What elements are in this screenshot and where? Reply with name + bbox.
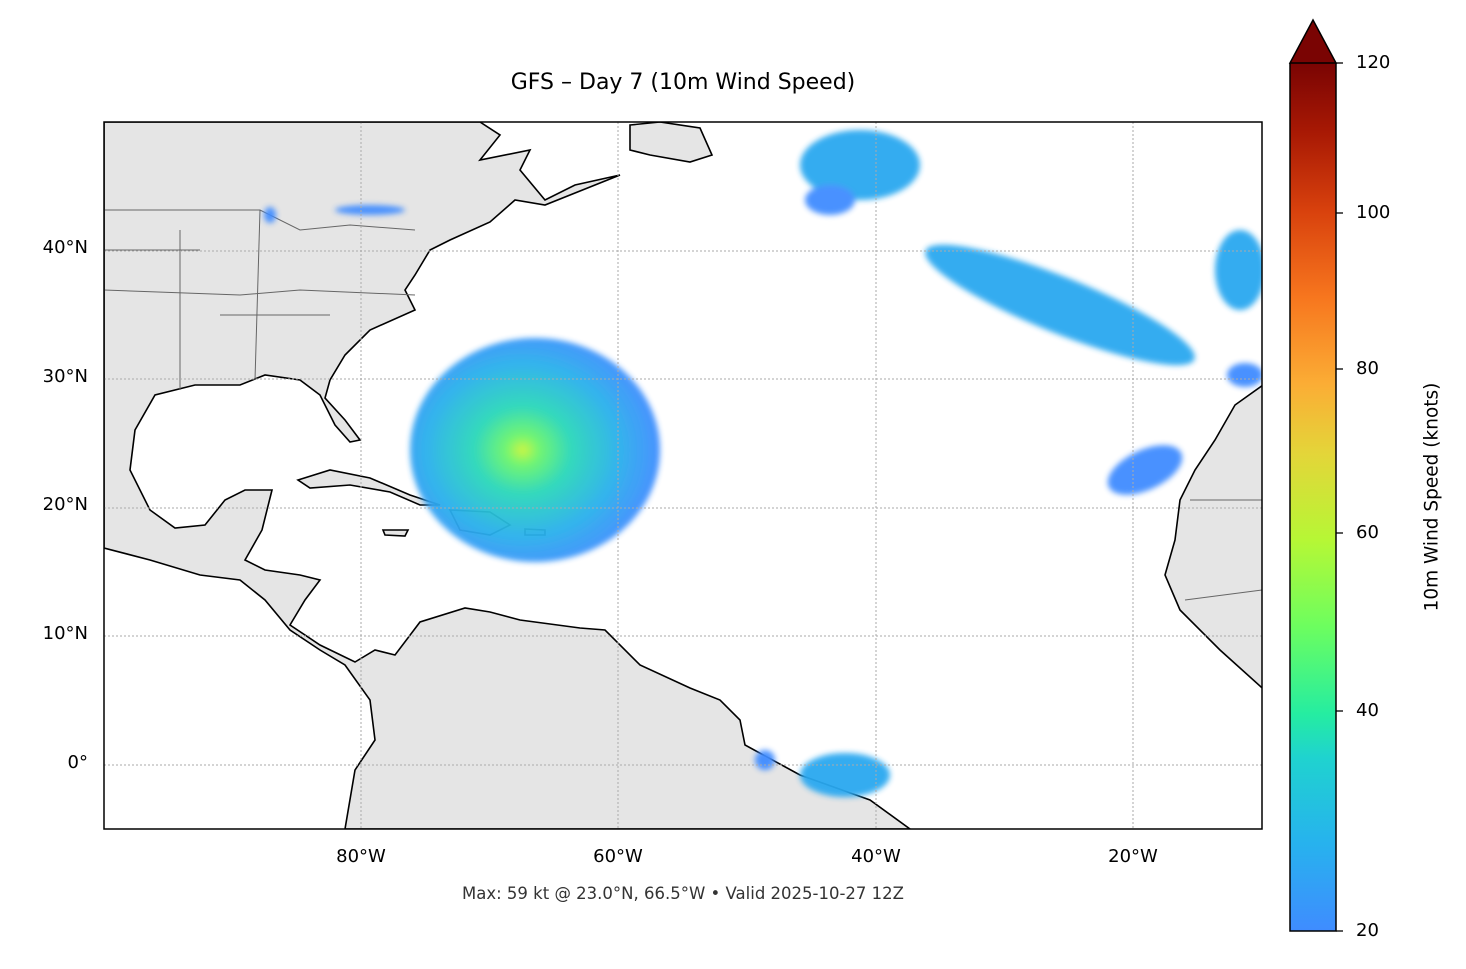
wind-area-north — [800, 130, 920, 200]
wind-area-south — [800, 753, 890, 797]
africa — [1164, 384, 1262, 689]
colorbar-tick-label: 40 — [1356, 700, 1379, 721]
colorbar-extend-arrow — [1288, 18, 1338, 64]
y-tick-label: 30°N — [42, 366, 88, 387]
y-tick-label: 10°N — [42, 623, 88, 644]
y-tick-label: 20°N — [42, 494, 88, 515]
map-frame — [103, 121, 1263, 830]
jamaica — [381, 529, 410, 537]
colorbar-tick-label: 20 — [1356, 920, 1379, 941]
colorbar-tick-label: 120 — [1356, 52, 1391, 73]
americas-landmass — [104, 122, 912, 829]
hurricane-wind-area — [410, 338, 660, 562]
wind-field — [264, 130, 1262, 797]
footer-caption: Max: 59 kt @ 23.0°N, 66.5°W • Valid 2025… — [462, 884, 904, 903]
y-tick-label: 40°N — [42, 237, 88, 258]
land — [104, 122, 1262, 829]
x-tick-label: 20°W — [1108, 846, 1158, 867]
colorbar-label: 10m Wind Speed (knots) — [1421, 382, 1443, 612]
wind-band-east — [925, 244, 1195, 366]
colorbar-tick-label: 100 — [1356, 202, 1391, 223]
gridlines — [104, 122, 1262, 829]
colorbar-tick-label: 80 — [1356, 358, 1379, 379]
x-tick-label: 40°W — [851, 846, 901, 867]
y-tick-label: 0° — [67, 752, 88, 773]
newfoundland — [629, 122, 714, 163]
x-tick-label: 80°W — [336, 846, 386, 867]
x-tick-label: 60°W — [593, 846, 643, 867]
colorbar — [1288, 18, 1343, 932]
state-borders — [104, 209, 1262, 601]
chart-title: GFS – Day 7 (10m Wind Speed) — [510, 70, 856, 95]
colorbar-tick-label: 60 — [1356, 522, 1379, 543]
